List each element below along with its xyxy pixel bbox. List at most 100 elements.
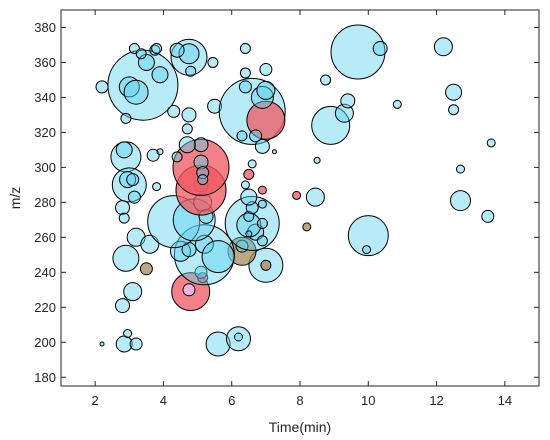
data-point-36: [240, 188, 258, 206]
data-point-47: [193, 154, 209, 170]
data-point-103: [340, 93, 356, 109]
y-tick-label: 240: [34, 265, 56, 280]
data-point-91: [115, 200, 130, 216]
data-point-33: [256, 235, 268, 247]
data-point-62: [254, 138, 270, 154]
data-point-3: [123, 329, 133, 338]
y-tick-label: 380: [34, 20, 56, 35]
data-point-114: [481, 209, 495, 223]
data-point-107: [362, 245, 372, 255]
data-point-88: [119, 171, 137, 189]
data-point-4: [205, 331, 231, 357]
data-point-86: [115, 141, 133, 159]
data-point-76: [135, 48, 147, 60]
x-tick-label: 2: [92, 393, 99, 408]
data-point-12: [139, 262, 153, 276]
data-point-25: [140, 234, 160, 254]
data-point-32: [245, 230, 253, 238]
x-tick-label: 14: [498, 393, 512, 408]
data-point-7: [115, 298, 130, 314]
y-tick-label: 220: [34, 300, 56, 315]
data-point-18: [194, 265, 208, 279]
y-tick-label: 200: [34, 335, 56, 350]
y-axis-label: m/z: [7, 187, 23, 210]
axes-layer: 2 4 6 8 10 12 14 180 200 220 240 260 280 300 320 340 360…: [34, 9, 540, 408]
y-tick-label: 320: [34, 125, 56, 140]
x-tick-label: 12: [429, 393, 443, 408]
data-point-104: [330, 24, 386, 80]
data-point-38: [240, 180, 250, 190]
data-point-101: [311, 105, 351, 145]
data-point-93: [146, 148, 160, 162]
data-point-55: [171, 151, 183, 163]
data-point-97: [302, 222, 312, 232]
data-point-115: [486, 138, 496, 148]
data-point-66: [238, 80, 252, 94]
data-point-74: [151, 66, 169, 84]
data-point-39: [257, 185, 267, 195]
data-point-23: [201, 240, 235, 274]
y-tick-label: 280: [34, 195, 56, 210]
data-point-24: [126, 227, 146, 247]
data-point-13: [112, 244, 140, 272]
data-point-95: [152, 182, 162, 192]
data-point-65: [239, 67, 251, 79]
data-point-40: [243, 168, 255, 180]
data-point-0: [99, 341, 105, 347]
data-point-51: [178, 136, 196, 154]
data-point-68: [236, 130, 248, 142]
data-point-100: [320, 74, 332, 86]
data-point-49: [197, 174, 209, 186]
data-point-56: [207, 98, 223, 114]
data-point-98: [305, 187, 325, 207]
data-point-61: [249, 129, 263, 143]
data-point-15: [260, 259, 272, 271]
x-tick-label: 4: [160, 393, 167, 408]
data-point-92: [118, 212, 130, 224]
y-tick-label: 260: [34, 230, 56, 245]
data-point-96: [292, 190, 302, 200]
data-point-83: [185, 65, 197, 77]
data-point-111: [448, 104, 460, 116]
data-point-50: [193, 137, 209, 153]
x-tick-label: 10: [361, 393, 375, 408]
data-point-67: [239, 43, 251, 54]
data-point-8: [123, 282, 143, 302]
data-point-108: [392, 99, 402, 109]
y-tick-label: 180: [34, 370, 56, 385]
data-point-64: [259, 63, 273, 76]
x-tick-label: 6: [228, 393, 235, 408]
data-point-78: [95, 80, 109, 94]
data-point-112: [456, 164, 465, 174]
data-point-54: [167, 104, 181, 118]
data-point-53: [181, 107, 197, 123]
data-point-106: [347, 215, 389, 257]
data-point-73: [149, 44, 161, 56]
data-point-109: [433, 37, 453, 57]
data-point-5: [226, 326, 251, 352]
data-point-89: [126, 173, 140, 187]
data-point-84: [207, 57, 219, 68]
data-point-2: [129, 337, 143, 351]
data-point-105: [372, 41, 388, 56]
data-point-46: [172, 138, 230, 196]
x-axis-label: Time(min): [269, 419, 331, 435]
data-point-20: [170, 240, 191, 262]
data-point-41: [247, 159, 257, 169]
bubbles-layer: [95, 24, 496, 357]
data-point-99: [313, 156, 321, 164]
data-point-37: [257, 199, 267, 209]
data-point-94: [156, 148, 164, 156]
data-point-80: [170, 38, 208, 76]
data-point-34: [256, 217, 268, 229]
data-point-79: [120, 112, 132, 124]
data-point-77: [151, 43, 163, 54]
data-point-102: [334, 103, 354, 123]
data-point-52: [181, 123, 193, 135]
x-tick-label: 8: [296, 393, 303, 408]
data-point-6: [234, 332, 243, 342]
data-point-82: [169, 42, 185, 58]
data-point-113: [450, 190, 471, 212]
data-point-10: [182, 283, 196, 297]
